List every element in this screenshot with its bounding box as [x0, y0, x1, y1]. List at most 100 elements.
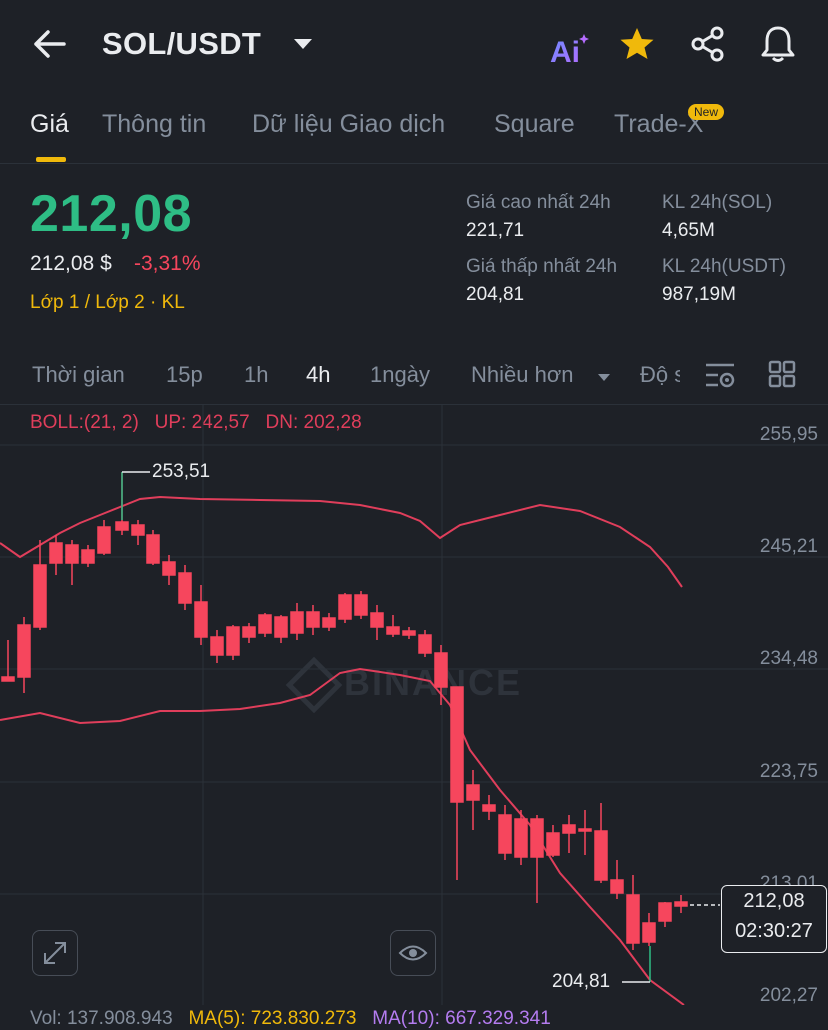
timeframe-time[interactable]: Thời gian — [32, 362, 125, 387]
candle-body — [194, 601, 208, 638]
expand-icon — [44, 942, 66, 964]
more-caret-icon — [597, 370, 611, 388]
candle-body — [626, 894, 640, 944]
boll-lower-band — [0, 667, 685, 1005]
eye-icon — [398, 945, 428, 961]
vol-usdt-value: 987,19M — [662, 284, 736, 305]
candle-body — [562, 824, 576, 834]
volume-value: Vol: 137.908.943 — [30, 1008, 173, 1029]
timeframe-divider — [0, 404, 828, 405]
candle-body — [178, 572, 192, 604]
pair-dropdown-button[interactable] — [292, 36, 314, 57]
vol-sol-label: KL 24h(SOL) — [662, 192, 773, 213]
candle-body — [434, 652, 448, 688]
volume-ma10: MA(10): 667.329.341 — [372, 1008, 551, 1029]
timeframe-4h[interactable]: 4h — [306, 362, 331, 387]
bell-icon — [761, 26, 795, 62]
candle-body — [258, 614, 272, 634]
candle-body — [594, 830, 608, 881]
current-price-box: 212,08 02:30:27 — [721, 885, 827, 953]
layout-grid-button[interactable] — [768, 360, 796, 393]
y-tick: 245,21 — [759, 536, 818, 557]
candle-body — [386, 626, 400, 635]
candle-body — [115, 521, 129, 531]
candle-body — [402, 630, 416, 636]
candle-body — [17, 624, 31, 678]
timeframe-more[interactable]: Nhiều hơn — [471, 362, 574, 387]
tab-square[interactable]: Square — [494, 110, 575, 138]
vol-sol-value: 4,65M — [662, 220, 715, 241]
candle-body — [97, 526, 111, 554]
ai-icon: Ai — [550, 34, 589, 69]
category-tags[interactable]: Lớp 1 / Lớp 2 · KL — [30, 292, 185, 313]
active-tab-indicator — [36, 157, 66, 162]
low-marker-label: 204,81 — [552, 971, 611, 992]
timeframe-1h[interactable]: 1h — [244, 362, 269, 387]
candle-body — [306, 611, 320, 628]
candle-body — [338, 594, 352, 620]
tab-info[interactable]: Thông tin — [102, 110, 207, 138]
share-button[interactable] — [690, 26, 726, 67]
usd-price: 212,08 $ — [30, 252, 112, 275]
candle-body — [131, 524, 145, 536]
svg-text:Ai: Ai — [550, 36, 580, 66]
boll-lower: DN: 202,28 — [265, 412, 362, 433]
candle-body — [466, 784, 480, 801]
candle-body — [674, 901, 688, 907]
current-price-value: 212,08 — [743, 890, 805, 912]
candle-body — [322, 617, 336, 628]
candle-body — [514, 818, 528, 858]
candle-body — [162, 561, 176, 576]
boll-upper: UP: 242,57 — [154, 412, 250, 433]
candle-body — [242, 626, 256, 638]
low-24h-value: 204,81 — [466, 284, 525, 305]
candle-body — [226, 626, 240, 656]
candle-body — [1, 676, 15, 682]
y-tick: 255,95 — [759, 424, 818, 445]
candle-body — [65, 544, 79, 564]
candle-body — [530, 818, 544, 858]
candle-body — [658, 902, 672, 922]
y-tick: 223,75 — [759, 761, 818, 782]
timeframe-1d[interactable]: 1ngày — [370, 362, 430, 387]
y-tick: 234,48 — [759, 648, 818, 669]
boll-legend: BOLL:(21, 2) UP: 242,57 DN: 202,28 — [30, 412, 362, 434]
candle-body — [354, 594, 368, 616]
candle-body — [610, 879, 624, 894]
candle-body — [290, 611, 304, 634]
candle-body — [49, 542, 63, 564]
new-badge: New — [688, 104, 725, 120]
candle-body — [210, 636, 224, 656]
caret-down-icon — [294, 39, 312, 49]
fullscreen-button[interactable] — [32, 930, 78, 976]
tab-trading-data[interactable]: Dữ liệu Giao dịch — [252, 110, 446, 138]
star-icon — [620, 28, 654, 59]
tab-price[interactable]: Giá — [30, 110, 69, 138]
y-tick: 202,27 — [759, 985, 818, 1006]
pair-title[interactable]: SOL/USDT — [102, 26, 262, 61]
high-24h-value: 221,71 — [466, 220, 525, 241]
timeframe-depth[interactable]: Độ s — [640, 362, 680, 387]
candle-body — [418, 634, 432, 654]
candle-body — [498, 814, 512, 854]
candle-countdown: 02:30:27 — [735, 920, 813, 942]
timeframe-15m[interactable]: 15p — [166, 362, 203, 387]
vol-usdt-label: KL 24h(USDT) — [662, 256, 786, 277]
candle-body — [578, 828, 592, 832]
favorite-button[interactable] — [618, 26, 656, 67]
candle-body — [450, 686, 464, 803]
candlestick-chart[interactable] — [0, 405, 828, 1005]
tabs-divider — [0, 163, 828, 164]
candle-body — [81, 549, 95, 564]
boll-params: BOLL:(21, 2) — [30, 412, 139, 433]
candle-body — [33, 564, 47, 628]
back-button[interactable] — [30, 26, 70, 62]
indicator-settings-icon — [706, 363, 735, 388]
ai-button[interactable]: Ai — [548, 30, 590, 69]
visibility-toggle-button[interactable] — [390, 930, 436, 976]
indicator-settings-button[interactable] — [704, 360, 736, 395]
candle-body — [146, 534, 160, 564]
candle-body — [482, 804, 496, 812]
alert-button[interactable] — [760, 24, 796, 69]
low-24h-label: Giá thấp nhất 24h — [466, 256, 618, 277]
